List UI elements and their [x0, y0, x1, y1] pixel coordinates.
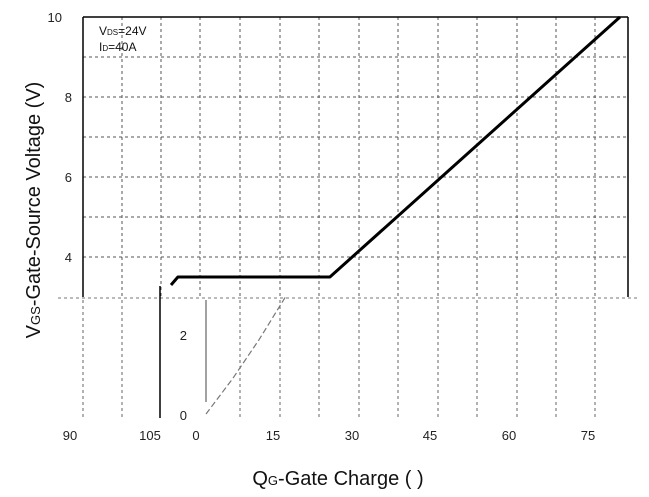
x-tick-15: 15 [266, 428, 280, 443]
x-tick-75: 75 [581, 428, 595, 443]
series-1-line [205, 295, 287, 415]
y-tick-4: 4 [65, 250, 72, 265]
x-tick-30: 30 [345, 428, 359, 443]
y-tick-0: 0 [180, 408, 187, 423]
x-tick-60: 60 [502, 428, 516, 443]
y-tick-8: 8 [65, 90, 72, 105]
x-tick-45: 45 [423, 428, 437, 443]
x-ticks: 90 105 0 15 30 45 60 75 [63, 428, 595, 443]
annotation-id: ID=40A [99, 40, 136, 54]
x-tick-90: 90 [63, 428, 77, 443]
y-axis-title: VGS-Gate-Source Voltage (V) [23, 82, 45, 339]
series-0-line [169, 15, 622, 286]
y-tick-10: 10 [48, 10, 62, 25]
annotation-vds: VDS=24V [99, 24, 147, 38]
condition-annotations: VDS=24V ID=40A [99, 24, 147, 54]
y-ticks: 10 8 6 4 2 0 [48, 10, 187, 423]
series-layer [169, 15, 622, 415]
x-tick-0: 0 [192, 428, 199, 443]
grid-lines [58, 17, 640, 418]
y-tick-2: 2 [180, 328, 187, 343]
y-tick-6: 6 [65, 170, 72, 185]
plot-frame [82, 16, 629, 418]
x-tick-105: 105 [139, 428, 161, 443]
x-axis-title: QG-Gate Charge ( ) [252, 468, 423, 490]
